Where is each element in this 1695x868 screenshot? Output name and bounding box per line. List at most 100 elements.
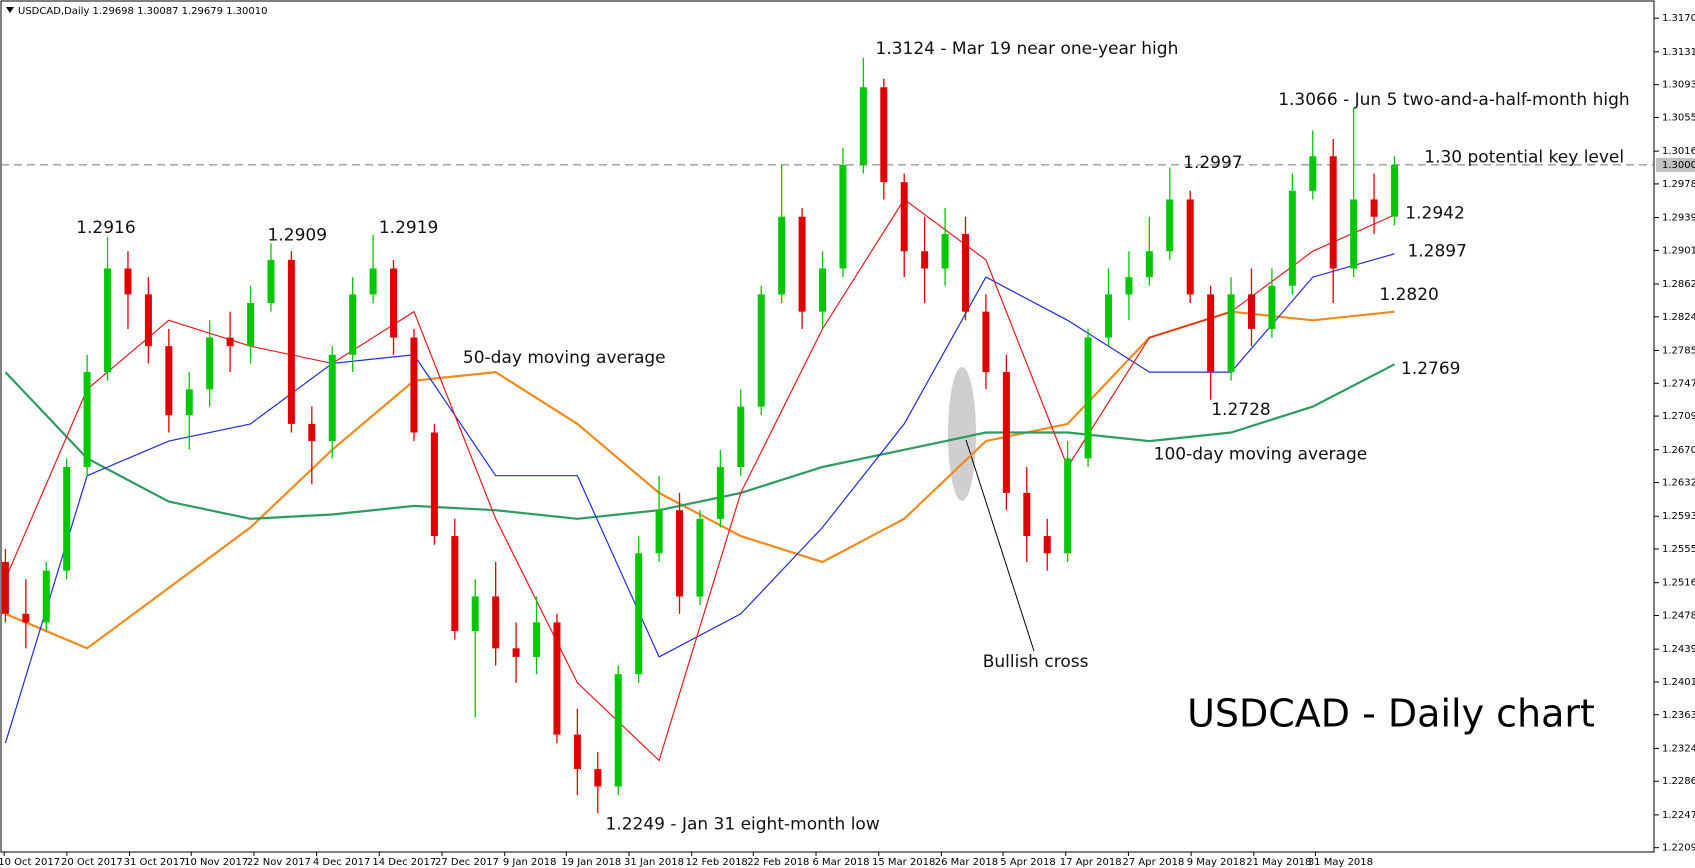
candle-body bbox=[1166, 199, 1174, 252]
x-tick-label: 27 Apr 2018 bbox=[1122, 857, 1184, 868]
y-tick-label: 1.29780 bbox=[1662, 179, 1695, 190]
annotation: 1.2728 bbox=[1211, 400, 1270, 420]
y-tick-label: 1.25930 bbox=[1662, 511, 1695, 522]
candle-body bbox=[839, 164, 847, 269]
annotation: 1.2942 bbox=[1405, 204, 1464, 224]
annotation: 1.2909 bbox=[268, 225, 327, 245]
y-tick-label: 1.27470 bbox=[1662, 378, 1695, 389]
x-tick-label: 12 Feb 2018 bbox=[686, 857, 748, 868]
x-tick-label: 31 May 2018 bbox=[1308, 857, 1373, 868]
y-tick-label: 1.23240 bbox=[1662, 743, 1695, 754]
x-tick-label: 15 Mar 2018 bbox=[872, 857, 935, 868]
x-tick-label: 10 Oct 2017 bbox=[0, 857, 60, 868]
candle-body bbox=[247, 303, 255, 347]
candle-body bbox=[1370, 199, 1378, 217]
x-tick-label: 17 Apr 2018 bbox=[1060, 857, 1122, 868]
candle-body bbox=[1002, 372, 1010, 493]
annotation: 1.2897 bbox=[1407, 242, 1466, 262]
pointer-line bbox=[965, 439, 1035, 652]
y-tick-label: 1.31310 bbox=[1662, 47, 1695, 58]
x-tick-label: 5 Apr 2018 bbox=[1000, 857, 1055, 868]
y-tick-label: 1.24780 bbox=[1662, 610, 1695, 621]
y-tick-label: 1.24390 bbox=[1662, 644, 1695, 655]
plot-frame bbox=[0, 0, 1655, 853]
candle-body bbox=[594, 769, 602, 787]
candle-body bbox=[328, 354, 336, 442]
candle-body bbox=[614, 674, 622, 787]
candle-body bbox=[1, 561, 9, 614]
menu-icon bbox=[6, 7, 14, 13]
candle-body bbox=[1084, 337, 1092, 459]
x-tick-label: 4 Dec 2017 bbox=[313, 857, 371, 868]
y-tick-label: 1.22470 bbox=[1662, 810, 1695, 821]
candle-body bbox=[308, 423, 316, 442]
candle-body bbox=[430, 432, 438, 537]
candle-body bbox=[676, 510, 684, 597]
y-tick-label: 1.31700 bbox=[1662, 13, 1695, 24]
candle-body bbox=[635, 553, 643, 675]
annotation: 1.3124 - Mar 19 near one-year high bbox=[876, 39, 1179, 59]
candle-body bbox=[410, 337, 418, 433]
candle-body bbox=[206, 337, 214, 390]
candle-body bbox=[226, 337, 234, 347]
y-tick-label: 1.23630 bbox=[1662, 710, 1695, 721]
annotation: 1.2249 - Jan 31 eight-month low bbox=[606, 815, 880, 835]
candle-body bbox=[696, 518, 704, 597]
price-tag-label: 1.30000 bbox=[1662, 160, 1695, 171]
candle-body bbox=[778, 216, 786, 295]
annotation: 1.3066 - Jun 5 two-and-a-half-month high bbox=[1278, 90, 1629, 110]
y-tick-label: 1.24010 bbox=[1662, 677, 1695, 688]
candle-body bbox=[512, 648, 520, 657]
candle-body bbox=[185, 389, 193, 416]
candle-body bbox=[737, 406, 745, 468]
annotation: 100-day moving average bbox=[1154, 445, 1368, 465]
candle-body bbox=[982, 311, 990, 373]
candle-body bbox=[962, 233, 970, 312]
candle-body bbox=[492, 596, 500, 649]
candle-body bbox=[1329, 156, 1337, 269]
candle-body bbox=[63, 467, 71, 571]
x-tick-label: 9 Jan 2018 bbox=[503, 857, 557, 868]
candle-body bbox=[165, 346, 173, 416]
candle-body bbox=[921, 251, 929, 269]
y-tick-label: 1.22860 bbox=[1662, 776, 1695, 787]
candle-body bbox=[819, 268, 827, 312]
candle-body bbox=[451, 536, 459, 632]
candle-body bbox=[1023, 492, 1031, 537]
candle-body bbox=[859, 87, 867, 165]
candle-body bbox=[716, 467, 724, 519]
candle-body bbox=[1125, 277, 1133, 295]
y-tick-label: 1.28620 bbox=[1662, 279, 1695, 290]
x-tick-label: 27 Dec 2017 bbox=[435, 857, 499, 868]
candle-body bbox=[287, 259, 295, 424]
candle-body bbox=[1268, 285, 1276, 329]
x-tick-label: 10 Nov 2017 bbox=[184, 857, 248, 868]
y-tick-label: 1.25550 bbox=[1662, 544, 1695, 555]
x-tick-label: 6 Mar 2018 bbox=[812, 857, 869, 868]
annotation: Bullish cross bbox=[983, 652, 1089, 672]
candle-body bbox=[83, 372, 91, 468]
candle-body bbox=[1390, 164, 1398, 217]
candle-body bbox=[900, 182, 908, 252]
candle-body bbox=[553, 622, 561, 735]
candle-body bbox=[1288, 190, 1296, 286]
y-tick-label: 1.22090 bbox=[1662, 843, 1695, 854]
series-line bbox=[4, 198, 1395, 762]
candle-body bbox=[22, 613, 30, 623]
chart-title: USDCAD - Daily chart bbox=[1187, 692, 1595, 736]
y-tick-label: 1.30550 bbox=[1662, 112, 1695, 123]
candle-body bbox=[880, 87, 888, 183]
annotation: 1.30 potential key level bbox=[1424, 147, 1624, 167]
x-tick-label: 26 Mar 2018 bbox=[935, 857, 998, 868]
candle-body bbox=[655, 510, 663, 554]
y-tick-label: 1.27090 bbox=[1662, 411, 1695, 422]
x-tick-label: 14 Dec 2017 bbox=[372, 857, 436, 868]
candle-body bbox=[757, 294, 765, 407]
candle-body bbox=[1043, 536, 1051, 554]
cross-marker bbox=[948, 367, 976, 501]
y-tick-label: 1.27850 bbox=[1662, 345, 1695, 356]
x-tick-label: 22 Nov 2017 bbox=[247, 857, 311, 868]
annotation: 50-day moving average bbox=[463, 348, 666, 368]
price-tag bbox=[1656, 157, 1695, 172]
